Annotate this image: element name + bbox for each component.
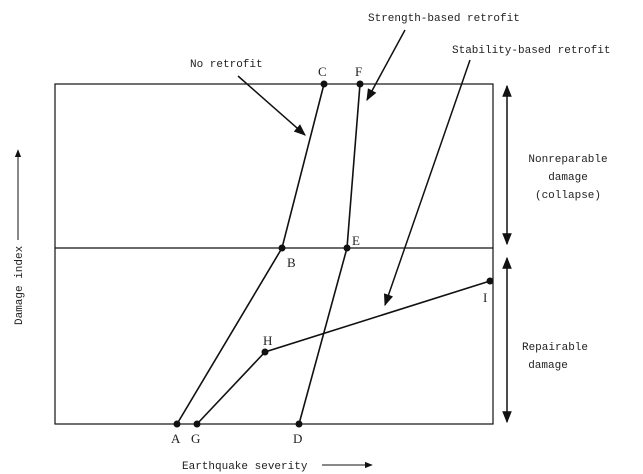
annotation: Strength-based retrofit (368, 13, 520, 25)
zone-label: Nonreparable (528, 154, 607, 166)
point-label: D (293, 431, 302, 446)
arrow (237, 75, 306, 136)
annotation: No retrofit (190, 59, 263, 71)
stability-path (196, 280, 491, 425)
no-retrofit-path (176, 83, 325, 425)
frame (54, 83, 494, 425)
point-label: C (318, 64, 327, 79)
strength-path (298, 83, 361, 425)
x-axis-label: Earthquake severity (182, 461, 308, 473)
annotation: Stability-based retrofit (452, 45, 610, 57)
point-markers (173, 80, 494, 428)
point-label: A (171, 431, 181, 446)
point-label: I (483, 290, 487, 305)
zone-label: (collapse) (535, 190, 601, 202)
zone-label: damage (528, 360, 568, 372)
point-label: B (287, 255, 296, 270)
arrow (384, 59, 471, 307)
arrow (366, 29, 406, 102)
point-label: E (352, 233, 360, 248)
zone-label: Repairable (522, 342, 588, 354)
point-label: G (191, 431, 200, 446)
zone-label: damage (548, 172, 588, 184)
point-label: F (355, 64, 362, 79)
y-axis-label: Damage index (14, 245, 26, 325)
point-label: H (263, 333, 272, 348)
